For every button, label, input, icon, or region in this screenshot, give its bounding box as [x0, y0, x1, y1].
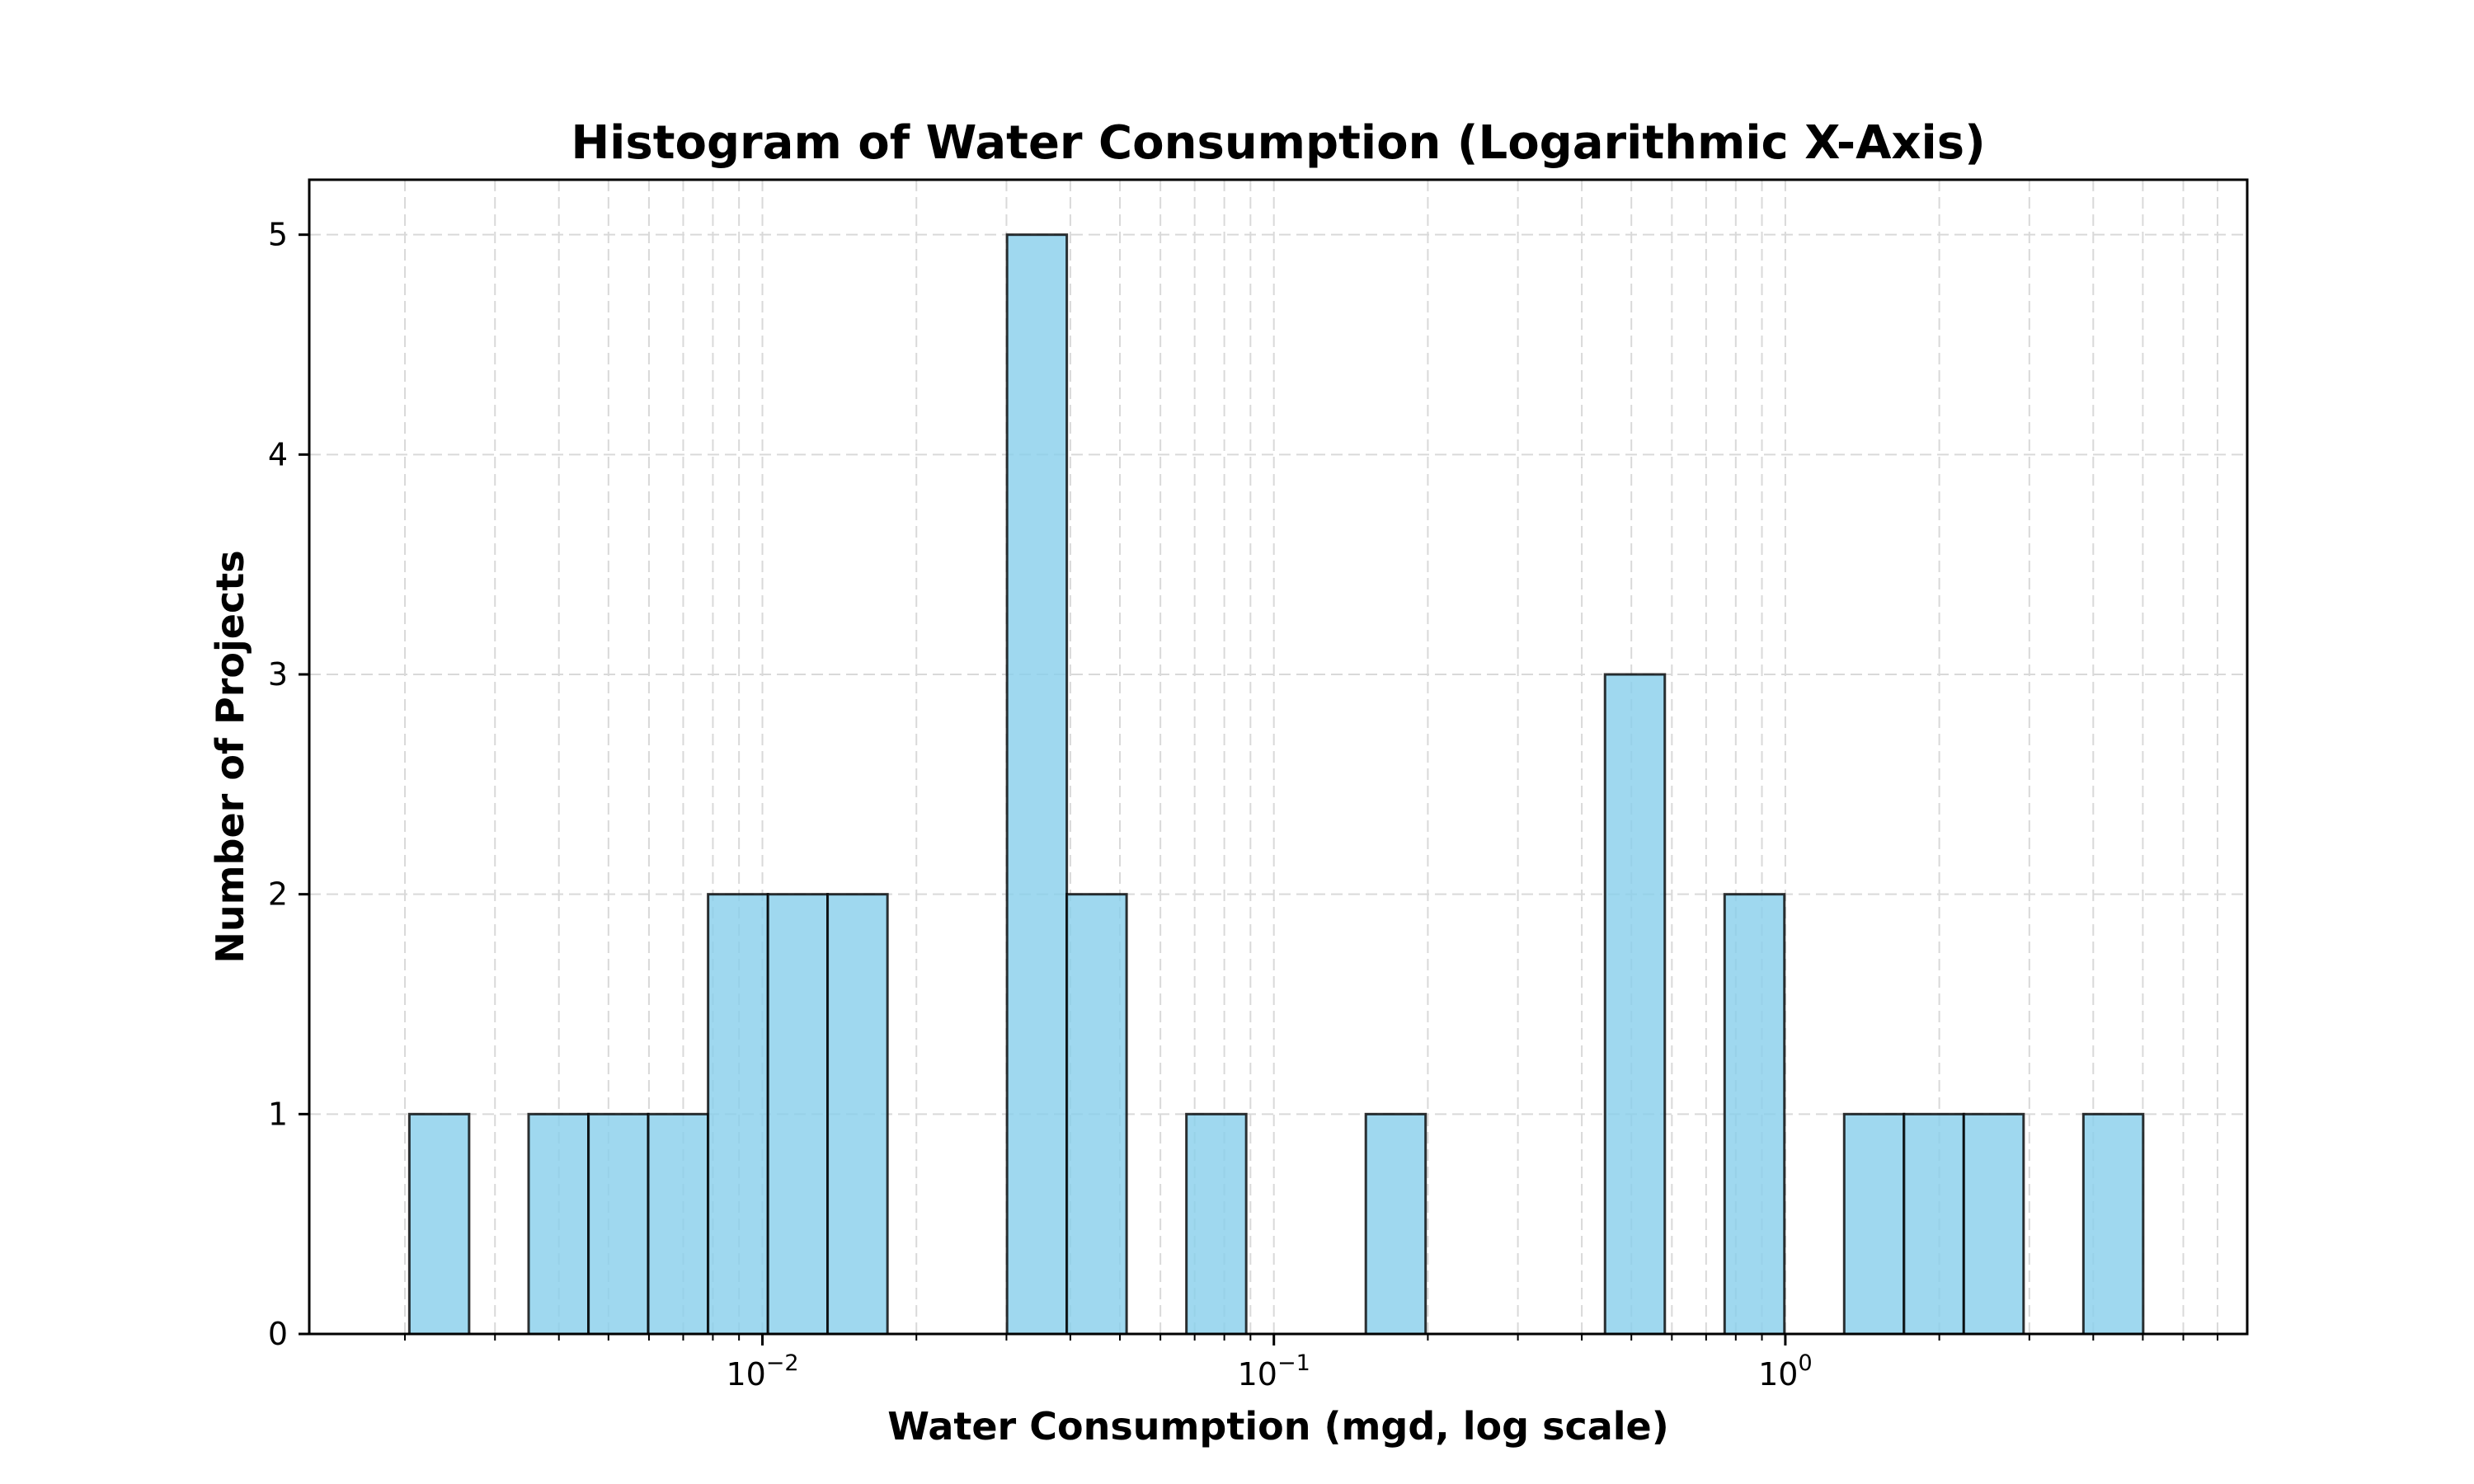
histogram-bar: [826, 893, 889, 1336]
x-tick-label: 10−2: [726, 1350, 798, 1392]
y-axis-label: Number of Projects: [208, 550, 252, 963]
histogram-bar: [707, 893, 769, 1336]
histogram-bar: [1065, 893, 1128, 1336]
x-tick-label: 100: [1758, 1350, 1813, 1392]
y-tick-label: 5: [268, 217, 288, 253]
y-tick-label: 2: [268, 876, 288, 913]
y-tick-label: 0: [268, 1316, 288, 1352]
histogram-bar: [1185, 1112, 1248, 1336]
histogram-bar: [1842, 1112, 1906, 1336]
histogram-bar: [1603, 673, 1667, 1336]
histogram-bar: [2081, 1112, 2145, 1336]
histogram-bar: [647, 1112, 710, 1336]
chart-title: Histogram of Water Consumption (Logarith…: [571, 116, 1985, 170]
histogram-bars: [407, 233, 2145, 1336]
axis-ticks: [299, 233, 2219, 1345]
y-tick-label: 4: [268, 436, 288, 472]
histogram-bar: [587, 1112, 650, 1336]
x-tick-label: 10−1: [1238, 1350, 1310, 1392]
histogram-bar: [766, 893, 830, 1336]
histogram-bar: [1723, 893, 1786, 1336]
histogram-bar: [527, 1112, 590, 1336]
tick-labels: 0 1 2 3 4 5 10−2 10−1 100: [268, 217, 1813, 1392]
histogram-bar: [1962, 1112, 2025, 1336]
histogram-bar: [1903, 1112, 1965, 1336]
y-tick-label: 3: [268, 656, 288, 693]
histogram-bar: [1364, 1112, 1427, 1336]
histogram-bar: [407, 1112, 471, 1336]
plot-frame: [308, 178, 2249, 1336]
y-tick-label: 1: [268, 1096, 288, 1132]
histogram-bar: [1005, 233, 1069, 1336]
x-axis-label: Water Consumption (mgd, log scale): [887, 1404, 1669, 1449]
